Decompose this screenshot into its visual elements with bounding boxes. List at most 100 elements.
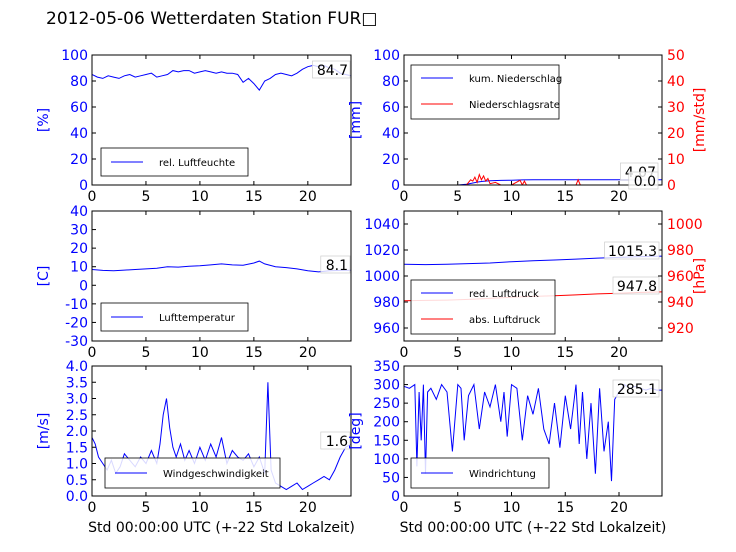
y-tick-label: 250 [373, 396, 400, 412]
panel-precipitation: 0 5 10 15 20 0 20 40 60 80 100 0 10 20 30 40 50 [mm] [mm/s… [348, 48, 708, 205]
legend-label: Windgeschwindigkeit [163, 469, 269, 480]
y-tick-label: -10 [65, 297, 88, 313]
x-tick-label: 15 [245, 500, 263, 516]
plot-frame [403, 365, 663, 497]
legend: red. Luftdruck abs. Luftdruck [410, 279, 556, 335]
y-tick-label: 0 [79, 178, 88, 194]
x-tick-label: 20 [299, 345, 317, 361]
legend: Lufttemperatur [100, 302, 249, 332]
x-tick-label: 15 [556, 500, 574, 516]
y-axis-label: [m/s] [36, 413, 52, 450]
page-title: 2012-05-06 Wetterdaten Station FUR□ [46, 9, 378, 29]
x-tick-label: 0 [400, 189, 409, 205]
x-tick-label: 15 [245, 345, 263, 361]
y-tick-label: 20 [70, 241, 88, 257]
last-value-box [320, 255, 351, 274]
x-tick-label: 5 [453, 345, 462, 361]
last-value-label: 285.1 [617, 382, 657, 398]
legend-label: Windrichtung [469, 469, 536, 480]
y-tick-label: 980 [373, 295, 400, 311]
legend-label: Niederschlagsrate [469, 100, 560, 111]
y2-tick-label: 920 [667, 321, 694, 337]
y-tick-label: 0 [391, 489, 400, 505]
plot-frame [403, 54, 663, 186]
legend-label: kum. Niederschlag [469, 74, 562, 85]
panel-wind_speed: 0 5 10 15 20 0.00.51.01.52.02.53.03.54.0 [m/s]… [36, 359, 355, 536]
x-tick-label: 10 [503, 189, 521, 205]
legend: Windrichtung [410, 457, 550, 489]
last-value-label: 947.8 [617, 279, 657, 295]
last-value-label: 8.1 [326, 258, 348, 274]
series-line-kum-niederschlag [404, 179, 662, 185]
x-tick-label: 0 [400, 500, 409, 516]
x-tick-label: 0 [88, 345, 97, 361]
series-line-rel-luftfeuchte [92, 64, 351, 91]
x-tick-label: 15 [556, 345, 574, 361]
legend: kum. Niederschlag Niederschlagsrate [410, 64, 562, 120]
y-tick-label: 50 [382, 470, 400, 486]
y-tick-label: 20 [382, 152, 400, 168]
y-tick-label: 100 [61, 48, 88, 64]
y2-tick-label: 960 [667, 269, 694, 285]
legend-box [410, 64, 560, 120]
y2-tick-label: 50 [667, 48, 685, 64]
y-tick-label: 60 [382, 100, 400, 116]
x-tick-label: 0 [88, 500, 97, 516]
x-tick-label: 10 [191, 189, 209, 205]
x-tick-label: 5 [141, 189, 150, 205]
legend: Windgeschwindigkeit [104, 457, 281, 489]
x-tick-label: 5 [141, 500, 150, 516]
panel-pressure: 0 5 10 15 20 960 980 1000 1020 1040 920 940 960 980 10… [364, 210, 708, 361]
last-value-label: 84.7 [317, 63, 348, 79]
legend-label: rel. Luftfeuchte [159, 158, 235, 169]
panel-humidity: 0 5 10 15 20 0 20 40 60 80 100 [%] 84.7 rel. Luftfeuc… [36, 48, 352, 205]
x-tick-label: 15 [245, 189, 263, 205]
last-value-label: 0.0 [634, 174, 656, 190]
y-tick-label: 10 [70, 260, 88, 276]
y-tick-label: -20 [65, 315, 88, 331]
last-value-box [628, 171, 659, 190]
y-tick-label: 4.0 [66, 359, 88, 375]
y-axis-label: [C] [36, 266, 52, 287]
y-tick-label: 300 [373, 378, 400, 394]
y-axis-label: [%] [36, 108, 52, 132]
y-tick-label: 0 [79, 278, 88, 294]
x-tick-label: 20 [299, 189, 317, 205]
y-axis-label: [deg] [348, 412, 364, 449]
last-value-box [612, 379, 660, 398]
y-tick-label: 40 [70, 204, 88, 220]
y-tick-label: 960 [373, 321, 400, 337]
y-tick-label: 2.5 [66, 408, 88, 424]
plot-frame [91, 210, 352, 342]
x-tick-label: 10 [503, 500, 521, 516]
y-tick-label: 1020 [364, 243, 400, 259]
y2-tick-label: 30 [667, 100, 685, 116]
x-tick-label: 20 [610, 189, 628, 205]
last-value-label: 1.6 [326, 434, 348, 450]
y-axis-label: [mm] [348, 101, 364, 139]
y2-tick-label: 40 [667, 74, 685, 90]
last-value-label: 1015.3 [608, 244, 657, 260]
x-tick-label: 10 [503, 345, 521, 361]
last-value-box [320, 431, 351, 450]
y-tick-label: 1040 [364, 217, 400, 233]
x-tick-label: 0 [400, 345, 409, 361]
y-tick-label: 40 [382, 126, 400, 142]
y-tick-label: 30 [70, 223, 88, 239]
x-tick-label: 20 [610, 500, 628, 516]
legend: rel. Luftfeuchte [100, 147, 249, 177]
y-tick-label: 150 [373, 433, 400, 449]
x-tick-label: 0 [88, 189, 97, 205]
y-tick-label: 3.5 [66, 375, 88, 391]
y2-tick-label: 10 [667, 152, 685, 168]
series-line-lufttemperatur [92, 260, 351, 273]
x-tick-label: 10 [191, 345, 209, 361]
y-tick-label: -30 [65, 334, 88, 350]
y2-axis-label: [hPa] [692, 258, 708, 294]
plot-frame [91, 54, 352, 186]
x-axis-label: Std 00:00:00 UTC (+-22 Std Lokalzeit) [88, 520, 355, 536]
y-tick-label: 100 [373, 48, 400, 64]
legend-label: Lufttemperatur [159, 313, 236, 324]
